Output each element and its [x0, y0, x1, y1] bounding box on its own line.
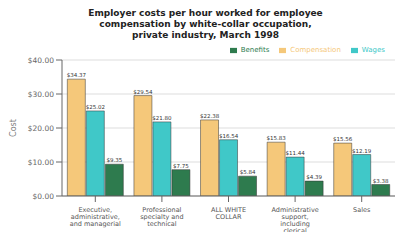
svg-text:$11.44: $11.44: [286, 150, 306, 156]
svg-text:$25.02: $25.02: [86, 104, 105, 110]
svg-text:$34.37: $34.37: [67, 72, 87, 78]
svg-text:Professionalspecialty andtechn: Professionalspecialty andtechnical: [140, 206, 183, 228]
svg-text:$29.54: $29.54: [133, 89, 153, 95]
svg-text:$40.00: $40.00: [28, 56, 54, 65]
svg-text:$5.84: $5.84: [240, 169, 256, 175]
svg-text:$15.56: $15.56: [333, 136, 353, 142]
svg-text:$12.19: $12.19: [352, 148, 372, 154]
svg-text:$15.83: $15.83: [267, 135, 287, 141]
svg-text:$21.80: $21.80: [152, 115, 172, 121]
html-text:Benefits: Benefits: [240, 46, 270, 54]
svg-text:Executive,administrative,and m: Executive,administrative,and managerial: [70, 206, 121, 228]
svg-text:$3.38: $3.38: [373, 178, 389, 184]
svg-text:Administrativesupport,includin: Administrativesupport,includingclerical: [271, 206, 318, 232]
svg-text:Cost: Cost: [9, 119, 18, 137]
svg-text:Sales: Sales: [353, 206, 371, 214]
svg-text:$10.00: $10.00: [28, 158, 54, 167]
svg-text:ALL WHITECOLLAR: ALL WHITECOLLAR: [211, 206, 246, 221]
svg-text:$30.00: $30.00: [28, 90, 54, 99]
svg-text:$7.75: $7.75: [173, 163, 189, 169]
svg-text:$9.35: $9.35: [106, 157, 122, 163]
svg-text:$20.00: $20.00: [28, 124, 54, 133]
html-text:Compensation: Compensation: [290, 46, 341, 54]
svg-text:$0.00: $0.00: [33, 192, 55, 201]
svg-text:$22.38: $22.38: [200, 113, 220, 119]
html-text:Wages: Wages: [361, 46, 385, 54]
svg-text:$16.54: $16.54: [219, 133, 239, 139]
svg-text:$4.39: $4.39: [306, 174, 322, 180]
html-text:Employer costs per hour worked: Employer costs per hour worked for emplo…: [88, 8, 323, 40]
